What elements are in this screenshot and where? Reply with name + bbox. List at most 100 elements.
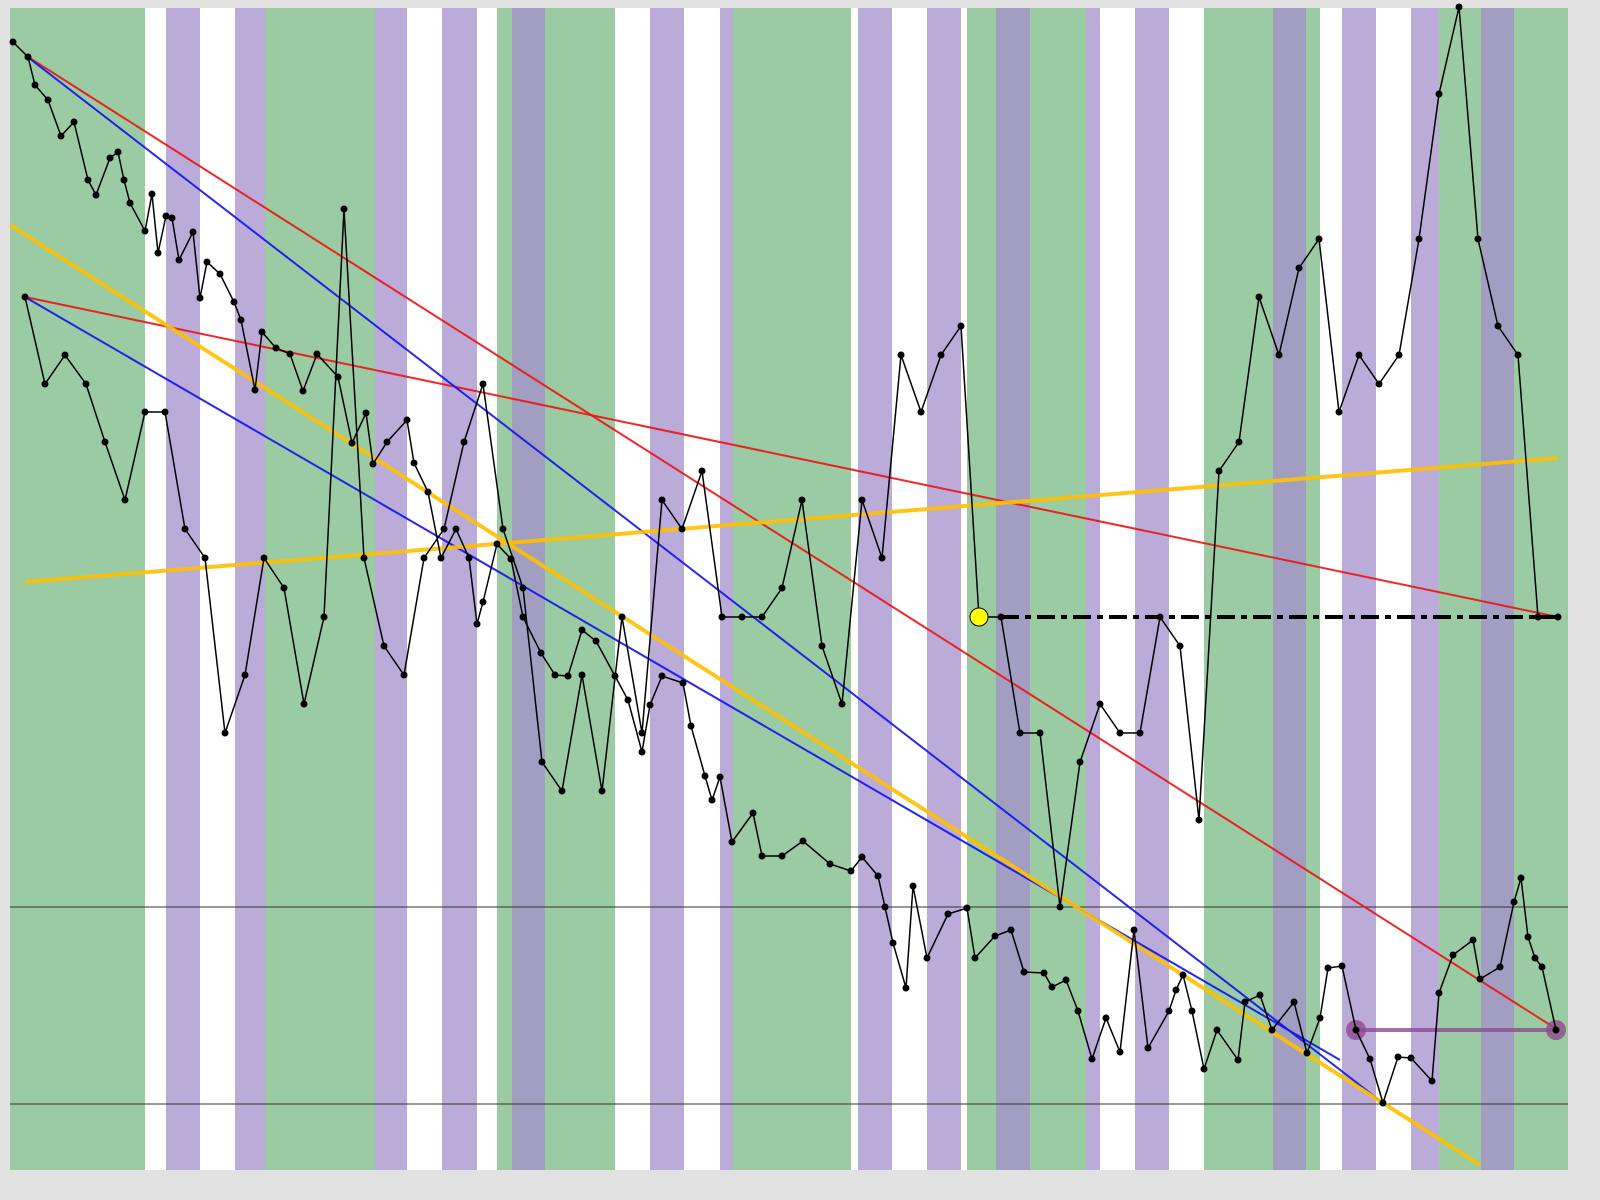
price-point bbox=[21, 293, 29, 301]
band bbox=[996, 8, 1030, 1170]
price-point bbox=[440, 525, 448, 533]
price-point bbox=[203, 258, 211, 266]
price-point bbox=[963, 904, 971, 912]
price-point bbox=[189, 228, 197, 236]
price-point bbox=[1144, 1044, 1152, 1052]
price-point bbox=[1524, 933, 1532, 941]
price-point bbox=[957, 322, 965, 330]
price-point bbox=[320, 613, 328, 621]
price-point bbox=[258, 328, 266, 336]
price-point bbox=[678, 525, 686, 533]
band bbox=[442, 8, 477, 1170]
price-point bbox=[578, 626, 586, 634]
price-point bbox=[126, 199, 134, 207]
price-point bbox=[41, 380, 49, 388]
price-point bbox=[92, 191, 100, 199]
band bbox=[1086, 8, 1100, 1170]
price-point bbox=[360, 554, 368, 562]
price-point bbox=[1096, 700, 1104, 708]
price-point bbox=[196, 294, 204, 302]
price-point bbox=[1176, 642, 1184, 650]
price-point bbox=[1379, 1099, 1387, 1107]
price-point bbox=[1315, 235, 1323, 243]
price-point bbox=[1366, 1055, 1374, 1063]
price-point bbox=[878, 554, 886, 562]
price-point bbox=[944, 910, 952, 918]
price-point bbox=[437, 554, 445, 562]
price-point bbox=[578, 671, 586, 679]
price-point bbox=[260, 554, 268, 562]
price-point bbox=[1076, 758, 1084, 766]
price-point bbox=[778, 584, 786, 592]
price-point bbox=[1476, 975, 1484, 983]
price-point bbox=[1255, 293, 1263, 301]
price-point bbox=[881, 903, 889, 911]
price-point bbox=[1316, 1014, 1324, 1022]
price-point bbox=[1324, 964, 1332, 972]
price-point bbox=[154, 249, 162, 257]
price-point bbox=[1048, 983, 1056, 991]
price-point bbox=[237, 316, 245, 324]
trend-line bbox=[24, 54, 1384, 1104]
price-point bbox=[1268, 1026, 1276, 1034]
price-point bbox=[749, 809, 757, 817]
price-point bbox=[1213, 1026, 1221, 1034]
price-point bbox=[937, 351, 945, 359]
price-point bbox=[1020, 968, 1028, 976]
price-point bbox=[161, 408, 169, 416]
price-point bbox=[499, 525, 507, 533]
price-point bbox=[826, 860, 834, 868]
price-point bbox=[465, 554, 473, 562]
price-point bbox=[889, 939, 897, 947]
price-point bbox=[718, 613, 726, 621]
price-point bbox=[1290, 998, 1298, 1006]
price-point bbox=[1234, 1056, 1242, 1064]
price-point bbox=[1428, 1077, 1436, 1085]
price-point bbox=[121, 496, 129, 504]
price-point bbox=[638, 729, 646, 737]
price-point bbox=[778, 852, 786, 860]
price-point bbox=[141, 227, 149, 235]
price-point bbox=[299, 387, 307, 395]
price-point bbox=[61, 351, 69, 359]
price-point bbox=[230, 298, 238, 306]
price-point bbox=[728, 838, 736, 846]
price-point bbox=[369, 460, 377, 468]
band bbox=[927, 8, 961, 1170]
price-point bbox=[1275, 351, 1283, 359]
price-point bbox=[564, 672, 572, 680]
price-point bbox=[1235, 438, 1243, 446]
price-point bbox=[1130, 926, 1138, 934]
price-point bbox=[221, 729, 229, 737]
price-point bbox=[798, 496, 806, 504]
price-point bbox=[799, 837, 807, 845]
price-point bbox=[917, 408, 925, 416]
price-point bbox=[698, 467, 706, 475]
price-point bbox=[658, 672, 666, 680]
price-point bbox=[1056, 903, 1064, 911]
price-point bbox=[897, 351, 905, 359]
price-point bbox=[971, 954, 979, 962]
price-point bbox=[1188, 1007, 1196, 1015]
trend-line bbox=[8, 223, 1482, 1167]
price-point bbox=[1215, 467, 1223, 475]
price-point bbox=[1088, 1055, 1096, 1063]
price-point bbox=[473, 620, 481, 628]
price-point bbox=[1375, 380, 1383, 388]
price-point bbox=[618, 613, 626, 621]
price-point bbox=[1355, 351, 1363, 359]
band bbox=[166, 8, 200, 1170]
price-point bbox=[251, 386, 259, 394]
price-point bbox=[1494, 322, 1502, 330]
trend-line bbox=[24, 456, 1559, 584]
price-point bbox=[1395, 351, 1403, 359]
price-point bbox=[403, 416, 411, 424]
price-point bbox=[1496, 963, 1504, 971]
price-point bbox=[1007, 926, 1015, 934]
price-point bbox=[44, 96, 52, 104]
price-point bbox=[1303, 1049, 1311, 1057]
price-point bbox=[1534, 613, 1542, 621]
price-point bbox=[1256, 991, 1264, 999]
price-point bbox=[162, 212, 170, 220]
price-point bbox=[1116, 729, 1124, 737]
